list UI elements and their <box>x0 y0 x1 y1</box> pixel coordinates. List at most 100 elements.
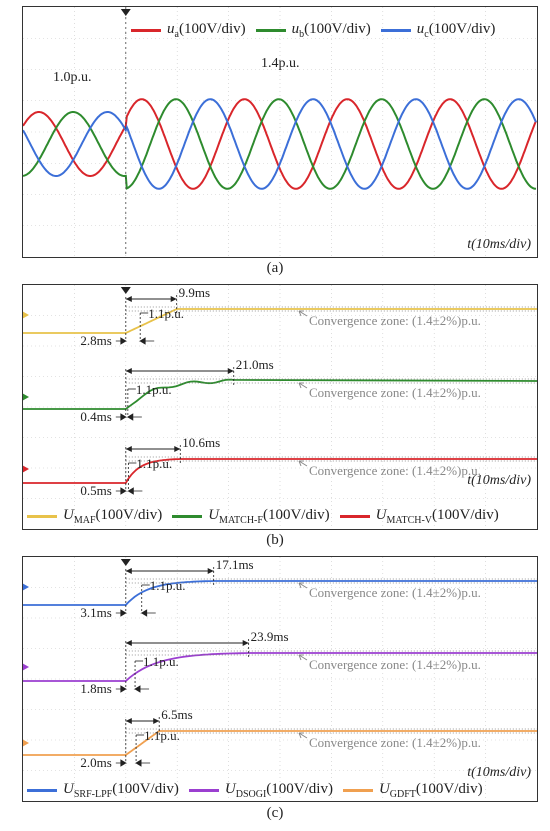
legend-entry: UMAF(100V/div) <box>27 507 162 526</box>
legend-swatch <box>342 789 373 792</box>
legend-swatch <box>339 515 370 518</box>
delay-time-label: 0.4ms <box>80 409 111 424</box>
convergence-arrow-icon <box>298 732 308 739</box>
arrowhead-icon <box>227 368 234 374</box>
panel-c-legend: USRF-LPF(100V/div) UDSOGI(100V/div) UGDFT(… <box>27 781 493 800</box>
delay-arrow-left <box>115 337 128 345</box>
time-axis-label: t(10ms/div) <box>467 237 531 252</box>
panel-b: 9.9ms 2.8ms 1.1p.u. Convergence zone: (1.4±… <box>22 284 538 530</box>
trigger-marker-icon <box>120 559 131 566</box>
legend-entry: UDSOGI(100V/div) <box>188 781 333 800</box>
delay-arrow-right <box>126 487 143 495</box>
panel-a-legend: ua(100V/div) ub(100V/div) uc(100V/div) <box>131 21 505 40</box>
legend-label: UMATCH-V(100V/div) <box>375 507 499 526</box>
arrowhead-icon <box>170 296 177 302</box>
arrowhead-icon <box>207 568 214 574</box>
series-ua <box>23 98 537 190</box>
legend-entry: UMATCH-V(100V/div) <box>339 507 499 526</box>
arrowhead-icon <box>125 568 132 574</box>
legend-entry: USRF-LPF(100V/div) <box>27 781 179 800</box>
legend-swatch <box>27 789 57 792</box>
delay-time-label: 3.1ms <box>80 605 111 620</box>
series-uc <box>23 98 537 190</box>
legend-label: UDSOGI(100V/div) <box>224 781 333 800</box>
legend-swatch <box>131 29 161 32</box>
legend-label: UMAF(100V/div) <box>63 507 163 526</box>
pu-label: 1.1p.u. <box>136 382 172 397</box>
legend-swatch <box>380 29 411 32</box>
pu-label: 1.1p.u. <box>136 456 172 471</box>
delay-time-label: 1.8ms <box>80 681 111 696</box>
series-ub <box>23 98 537 190</box>
caption-a: (a) <box>266 260 284 276</box>
channel-marker-icon <box>23 583 29 591</box>
legend-label: UMATCH-F(100V/div) <box>208 507 330 526</box>
legend-entry: UMATCH-F(100V/div) <box>172 507 330 526</box>
panel-b-plot: 9.9ms 2.8ms 1.1p.u. Convergence zone: (1.4±… <box>23 285 537 529</box>
trigger-marker-icon <box>120 9 131 16</box>
annotation-1pu: 1.0p.u. <box>53 70 92 85</box>
convergence-zone-label: Convergence zone: (1.4±2%)p.u. <box>309 313 481 328</box>
settle-time-label: 17.1ms <box>216 557 254 572</box>
legend-label: ua(100V/div) <box>167 21 246 40</box>
arrowhead-icon <box>174 446 181 452</box>
arrowhead-icon <box>125 718 132 724</box>
arrowhead-icon <box>242 640 249 646</box>
channel-marker-icon <box>23 465 29 473</box>
legend-swatch <box>188 789 219 792</box>
channel-marker-icon <box>23 739 29 747</box>
panel-b-legend: UMAF(100V/div) UMATCH-F(100V/div) UMATCH-V… <box>27 507 509 526</box>
convergence-zone-label: Convergence zone: (1.4±2%)p.u. <box>309 657 481 672</box>
channel-marker-icon <box>23 311 29 319</box>
legend-entry: UGDFT(100V/div) <box>342 781 483 800</box>
legend-label: UGDFT(100V/div) <box>378 781 483 800</box>
trace-GDFT <box>23 730 537 756</box>
panel-c-time-axis-label: t(10ms/div) <box>467 765 531 781</box>
convergence-arrow-icon <box>298 654 308 661</box>
legend-entry: uc(100V/div) <box>380 21 495 40</box>
legend-label: USRF-LPF(100V/div) <box>63 781 179 800</box>
panel-c-plot: 17.1ms 3.1ms 1.1p.u. Convergence zone: (1.4… <box>23 557 537 801</box>
delay-arrow-left <box>115 609 128 617</box>
trace-MAF <box>23 308 537 334</box>
annotation-1-4pu: 1.4p.u. <box>261 56 300 71</box>
delay-arrow-right <box>140 609 156 617</box>
pu-label: 1.1p.u. <box>150 578 186 593</box>
legend-entry: ub(100V/div) <box>255 21 371 40</box>
panel-a-plot: 1.0p.u. 1.4p.u. <box>23 7 537 257</box>
pu-label: 1.1p.u. <box>143 654 179 669</box>
delay-arrow-right <box>126 413 142 421</box>
settle-time-label: 23.9ms <box>251 629 289 644</box>
trigger-marker-icon <box>120 287 131 294</box>
caption-b: (b) <box>266 532 284 548</box>
time-axis-label: t(10ms/div) <box>467 473 531 488</box>
delay-time-label: 2.0ms <box>80 755 111 770</box>
convergence-arrow-icon <box>298 460 308 467</box>
delay-arrow-right <box>133 685 150 693</box>
caption-c: (c) <box>266 805 284 821</box>
legend-swatch <box>172 515 203 518</box>
delay-arrow-left <box>115 759 128 767</box>
settle-time-label: 6.5ms <box>161 707 192 722</box>
arrowhead-icon <box>125 368 132 374</box>
arrowhead-icon <box>125 640 132 646</box>
arrowhead-icon <box>125 446 132 452</box>
delay-arrow-right <box>134 759 151 767</box>
pu-label: 1.1p.u. <box>144 728 180 743</box>
delay-arrow-left <box>115 487 128 495</box>
arrowhead-icon <box>153 718 160 724</box>
delay-arrow-right <box>138 337 155 345</box>
delay-time-label: 2.8ms <box>80 333 111 348</box>
channel-marker-icon <box>23 663 29 671</box>
trace-SRF-LPF <box>23 580 537 606</box>
settle-time-label: 10.6ms <box>182 435 220 450</box>
delay-arrow-left <box>115 413 128 421</box>
convergence-arrow-icon <box>298 382 308 389</box>
legend-swatch <box>27 515 57 518</box>
delay-arrow-left <box>115 685 128 693</box>
legend-entry: ua(100V/div) <box>131 21 246 40</box>
trace-MATCH-V <box>23 458 537 484</box>
time-axis-label: t(10ms/div) <box>467 765 531 780</box>
convergence-arrow-icon <box>298 582 308 589</box>
pu-label: 1.1p.u. <box>148 306 184 321</box>
